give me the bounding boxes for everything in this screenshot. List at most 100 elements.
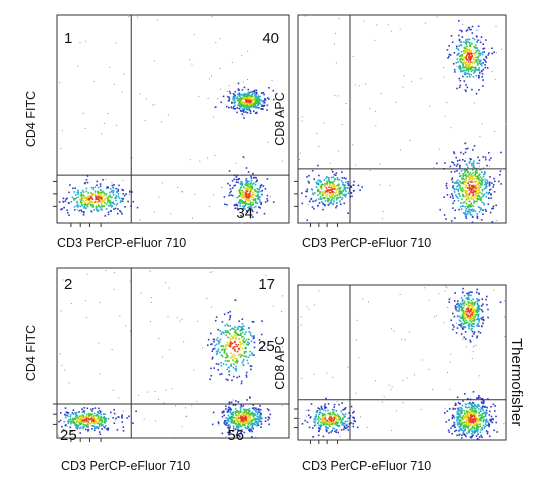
event-dot bbox=[113, 412, 116, 415]
event-dot bbox=[243, 408, 245, 411]
event-dot bbox=[482, 316, 484, 318]
event-dot bbox=[251, 188, 253, 191]
event-dot bbox=[234, 326, 236, 328]
event-dot bbox=[244, 94, 247, 97]
event-dot bbox=[229, 333, 231, 335]
event-dot bbox=[451, 432, 453, 435]
event-dot bbox=[320, 420, 323, 422]
event-dot bbox=[258, 197, 260, 199]
event-dot bbox=[253, 182, 255, 185]
event-dot bbox=[473, 412, 475, 415]
event-dot bbox=[198, 96, 200, 98]
event-dot bbox=[481, 398, 484, 400]
event-dot bbox=[243, 86, 246, 89]
event-dot bbox=[465, 423, 468, 425]
event-dot bbox=[229, 357, 232, 359]
event-dot bbox=[326, 182, 329, 185]
event-dot bbox=[73, 197, 75, 200]
event-dot bbox=[464, 206, 467, 208]
event-dot bbox=[306, 188, 309, 191]
event-dot bbox=[97, 422, 99, 425]
event-dot bbox=[95, 205, 98, 208]
event-dot bbox=[463, 302, 465, 305]
event-dot bbox=[223, 313, 226, 316]
event-dot bbox=[244, 340, 246, 343]
event-dot bbox=[242, 156, 245, 158]
event-dot bbox=[471, 216, 474, 218]
event-dot bbox=[79, 423, 82, 426]
event-dot bbox=[452, 63, 455, 65]
event-dot bbox=[330, 415, 333, 417]
event-dot bbox=[254, 183, 257, 186]
event-dot bbox=[446, 102, 448, 104]
event-dot bbox=[461, 55, 464, 57]
event-dot bbox=[255, 95, 257, 97]
event-dot bbox=[81, 203, 83, 206]
event-dot bbox=[352, 411, 354, 414]
event-dot bbox=[241, 110, 243, 112]
event-dot bbox=[333, 183, 335, 186]
event-dot bbox=[75, 417, 78, 419]
event-dot bbox=[239, 411, 242, 414]
event-dot bbox=[239, 417, 242, 420]
event-dot bbox=[233, 419, 236, 422]
event-dot bbox=[238, 102, 240, 105]
event-dot bbox=[469, 160, 471, 163]
event-dot bbox=[499, 170, 502, 172]
event-dot bbox=[463, 59, 465, 62]
event-dot bbox=[469, 53, 472, 55]
event-dot bbox=[478, 415, 480, 417]
event-dot bbox=[131, 157, 133, 159]
event-dot bbox=[316, 418, 319, 420]
event-dot bbox=[341, 402, 343, 404]
event-dot bbox=[478, 62, 481, 65]
event-dot bbox=[480, 410, 482, 413]
event-dot bbox=[219, 373, 221, 376]
event-dot bbox=[459, 165, 461, 168]
event-dot bbox=[249, 417, 252, 419]
event-dot bbox=[259, 415, 261, 417]
event-dot bbox=[253, 346, 256, 349]
event-dot bbox=[234, 361, 237, 363]
event-dot bbox=[72, 417, 74, 420]
event-dot bbox=[468, 55, 470, 58]
event-dot bbox=[332, 185, 334, 187]
event-dot bbox=[347, 181, 349, 183]
event-dot bbox=[238, 375, 241, 378]
event-dot bbox=[266, 109, 268, 111]
event-dot bbox=[470, 428, 472, 431]
event-dot bbox=[332, 427, 334, 430]
event-dot bbox=[470, 305, 472, 307]
event-dot bbox=[248, 187, 251, 190]
event-dot bbox=[256, 92, 258, 95]
event-dot bbox=[245, 107, 248, 110]
event-dot bbox=[106, 199, 109, 201]
event-dot bbox=[467, 198, 470, 200]
event-dot bbox=[61, 364, 63, 366]
event-dot bbox=[438, 148, 440, 150]
event-dot bbox=[455, 181, 458, 183]
event-dot bbox=[485, 57, 488, 59]
event-dot bbox=[230, 418, 233, 421]
event-dot bbox=[210, 306, 212, 308]
event-dot bbox=[239, 192, 242, 194]
event-dot bbox=[471, 66, 473, 68]
event-dot bbox=[251, 436, 253, 438]
event-dot bbox=[462, 307, 465, 309]
event-dot bbox=[116, 202, 119, 205]
event-dot bbox=[232, 336, 235, 339]
event-dot bbox=[369, 108, 371, 110]
event-dot bbox=[466, 421, 469, 423]
event-dot bbox=[115, 199, 117, 202]
event-dot bbox=[454, 305, 457, 307]
event-dot bbox=[328, 421, 330, 424]
event-dot bbox=[481, 201, 483, 203]
event-dot bbox=[494, 405, 496, 407]
event-dot bbox=[345, 190, 347, 193]
event-dot bbox=[464, 426, 466, 429]
event-dot bbox=[255, 89, 258, 92]
event-dot bbox=[65, 424, 67, 426]
event-dot bbox=[471, 409, 474, 411]
event-dot bbox=[236, 359, 238, 361]
event-dot bbox=[230, 335, 233, 337]
